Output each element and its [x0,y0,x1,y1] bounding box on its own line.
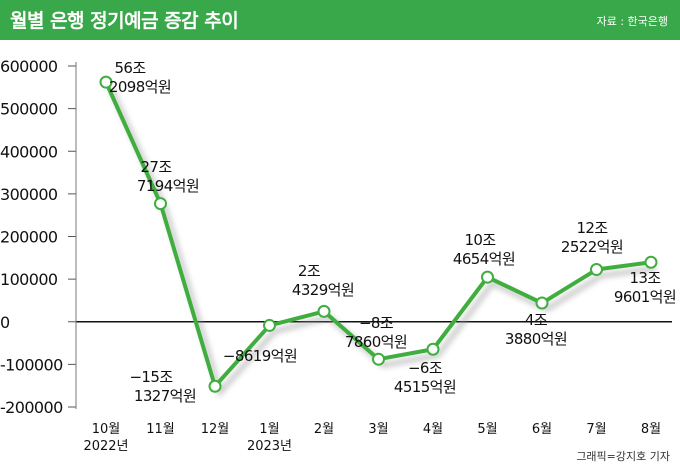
graphic-credit: 그래픽=강지호 기자 [576,450,670,463]
x-tick-label: 8월 [641,422,661,437]
x-tick-label: 11월 [146,422,175,437]
data-point [317,304,331,318]
data-point [372,352,385,366]
y-tick-label: 200000 [0,228,58,247]
x-tick-label: 10월 [92,422,121,437]
x-tick-label: 12월 [201,422,230,437]
data-label: −8조 [359,314,394,332]
chart-title: 월별 은행 정기예금 증감 추이 [10,10,239,32]
x-tick-label: 5월 [477,422,497,437]
data-label: 27조 [140,158,172,176]
data-point [208,379,222,393]
data-label: 4654억원 [453,250,515,268]
data-label: 7194억원 [137,177,199,195]
data-label: 4조 [525,311,548,329]
x-tick-label: 3월 [368,422,388,437]
data-label: −8619억원 [223,347,297,365]
y-tick-label: 400000 [0,142,58,161]
data-point [154,197,167,211]
source-note: 자료 : 한국은행 [596,15,668,28]
x-tick-label: 1월 [259,422,279,437]
y-tick-label: 0 [0,313,10,332]
y-tick-label: -100000 [0,355,63,374]
data-label: 3880억원 [505,330,567,348]
series-line-shadow [108,87,657,398]
data-label: 7860억원 [345,333,407,351]
data-label: 13조 [629,269,661,287]
x-tick-label: 2022년 [83,439,128,454]
data-label: 4329억원 [292,281,354,299]
data-point [644,255,658,269]
data-label: 1327억원 [134,387,196,405]
data-label: 9601억원 [614,288,676,306]
y-tick-label: 300000 [0,185,58,204]
data-point [535,296,549,310]
data-label: 2098억원 [109,78,171,96]
data-point [263,318,276,332]
x-tick-label: 2023년 [247,439,292,454]
data-point [590,263,603,277]
series-layer [99,75,658,398]
data-label: 56조 [114,59,146,77]
x-tick-label: 2월 [314,422,334,437]
y-tick-label: -200000 [0,398,63,417]
data-label: 2522억원 [561,238,623,256]
data-label: −6조 [408,359,443,377]
data-point [426,342,440,356]
axis-layer: 600000 500000 400000 300000 200000 100000 0 -10… [0,57,672,454]
y-tick-label: 100000 [0,270,58,289]
data-label: 12조 [576,219,608,237]
y-tick-label: 600000 [0,57,58,76]
y-tick-label: 500000 [0,100,58,119]
chart-header: 월별 은행 정기예금 증감 추이 자료 : 한국은행 [0,0,680,40]
data-label: −15조 [129,368,173,386]
data-label: 2조 [298,262,321,280]
data-point [99,75,113,89]
data-point [481,270,494,284]
data-label: 4515억원 [394,378,456,396]
x-tick-label: 6월 [532,422,552,437]
x-tick-label: 7월 [586,422,606,437]
data-label: 10조 [464,231,496,249]
x-tick-label: 4월 [423,422,443,437]
